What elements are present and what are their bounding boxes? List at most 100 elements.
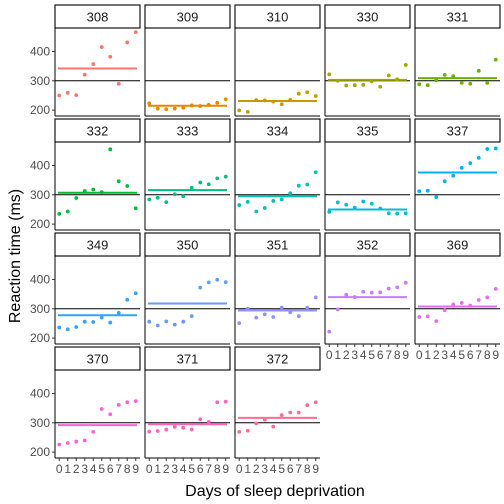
data-point [271,424,276,429]
y-tick-label: 200 [30,445,50,459]
data-point [91,320,96,324]
facet-strip [414,232,501,257]
data-point [271,199,276,203]
x-tick-label: 9 [402,348,409,362]
data-point [147,197,152,202]
panel-310: 310 [234,4,321,117]
x-tick-label: 9 [222,462,229,476]
x-tick-label: 0 [236,462,243,476]
data-point [279,305,284,310]
data-point [245,109,250,114]
data-point [305,90,310,95]
data-point [451,302,456,307]
data-point [262,312,267,317]
data-point [313,295,318,300]
data-point [305,403,310,408]
data-point [198,180,203,185]
facet-strip [54,346,141,371]
data-point [116,179,121,184]
facet-strip [414,118,501,143]
x-tick-label: 3 [261,462,268,476]
data-point [327,72,332,77]
facet-strip [234,118,321,143]
data-point [468,161,473,166]
data-point [288,410,293,415]
data-point [133,206,138,211]
facet-strip-label: 350 [177,238,199,253]
data-point [386,73,391,78]
data-point [434,319,439,324]
data-point [189,185,194,190]
data-point [493,57,498,62]
data-point [206,102,211,107]
data-point [361,289,366,294]
x-tick-label: 2 [253,462,260,476]
x-tick-label: 6 [287,462,294,476]
data-point [296,91,301,96]
panel-337: 337 [414,118,501,231]
data-point [271,99,276,104]
data-point [296,410,301,415]
data-point [147,429,152,434]
data-point [133,291,138,296]
x-tick-label: 4 [180,462,187,476]
data-point [237,108,242,113]
data-point [223,97,228,102]
data-point [442,73,447,77]
data-point [417,315,422,319]
x-tick-label: 3 [81,462,88,476]
data-point [296,183,301,188]
data-point [198,285,203,290]
data-point [403,63,408,67]
data-point [335,200,340,205]
data-point [352,83,357,88]
x-tick-label: 6 [467,348,474,362]
x-tick-label: 5 [278,462,285,476]
data-point [99,45,104,49]
data-point [395,285,400,290]
y-tick-label: 400 [30,386,50,400]
facet-strip-label: 310 [267,10,289,25]
x-tick-label: 7 [385,348,392,362]
data-point [369,79,374,84]
data-point [245,199,250,204]
x-tick-label: 5 [188,462,195,476]
data-point [215,100,220,105]
data-point [108,412,113,417]
data-point [215,400,220,405]
data-point [476,68,481,73]
data-point [108,320,113,325]
data-point [459,165,464,170]
panel-333: 333 [144,118,231,231]
facet-strip-label: 333 [177,124,199,139]
data-point [442,308,447,313]
data-point [172,106,177,111]
x-tick-label: 9 [312,462,319,476]
data-point [181,194,186,199]
data-point [74,196,79,200]
data-point [181,425,186,430]
data-point [82,438,87,443]
data-point [155,429,160,433]
data-point [403,211,408,216]
data-point [65,441,70,445]
data-point [313,94,318,98]
x-tick-label: 9 [132,462,139,476]
data-point [378,290,383,295]
data-point [288,310,293,315]
data-point [279,102,284,107]
data-point [65,209,70,214]
data-point [133,399,138,403]
data-point [279,413,284,418]
x-tick-label: 0 [56,462,63,476]
facet-strip [234,4,321,29]
x-tick-label: 8 [394,348,401,362]
facet-strip [324,232,411,257]
x-tick-label: 8 [304,462,311,476]
data-point [425,314,430,319]
y-tick-label: 400 [30,44,50,58]
data-point [245,306,250,311]
facet-strip-label: 335 [357,124,379,139]
data-point [198,104,203,108]
